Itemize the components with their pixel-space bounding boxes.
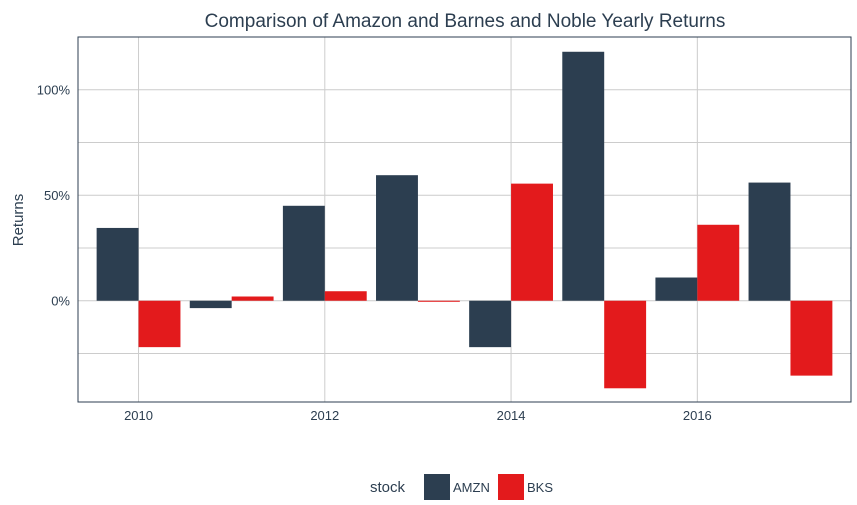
legend-key-bks [498,474,524,500]
bar-bks-2011 [231,296,274,301]
bar-amzn-2011 [189,300,232,309]
x-tick-label: 2012 [310,408,339,423]
legend-items: AMZN BKS [424,474,553,500]
bar-bks-2014 [511,183,553,301]
bar-bks-2013 [417,300,460,302]
y-axis-title: Returns [10,194,27,247]
bar-amzn-2012 [282,205,325,301]
x-tick-label: 2014 [497,408,526,423]
bar-amzn-2017 [748,182,791,301]
bar-amzn-2013 [376,175,418,301]
bar-bks-2017 [790,300,833,376]
bar-amzn-2016 [655,277,698,301]
legend: stock AMZN BKS [370,474,553,500]
y-axis-ticks: 0% 50% 100% [37,83,71,309]
plot-panel-border [77,36,852,403]
bar-bks-2015 [604,300,647,389]
legend-label-amzn: AMZN [453,480,490,495]
bar-bks-2012 [324,291,367,301]
bar-bks-2010 [138,300,181,348]
legend-title: stock [370,479,406,496]
bar-amzn-2014 [469,300,512,348]
bar-bks-2016 [697,224,740,301]
x-tick-label: 2010 [124,408,153,423]
x-axis-ticks: 2010 2012 2014 2016 [124,408,712,423]
gridlines [78,37,851,402]
x-tick-label: 2016 [683,408,712,423]
y-tick-label: 100% [37,83,71,98]
y-tick-label: 50% [44,188,70,203]
legend-key-amzn [424,474,450,500]
bar-amzn-2015 [562,51,605,301]
bars [96,51,833,389]
chart-title: Comparison of Amazon and Barnes and Nobl… [205,11,726,32]
bar-amzn-2010 [96,227,139,301]
legend-label-bks: BKS [527,480,553,495]
y-tick-label: 0% [51,294,70,309]
